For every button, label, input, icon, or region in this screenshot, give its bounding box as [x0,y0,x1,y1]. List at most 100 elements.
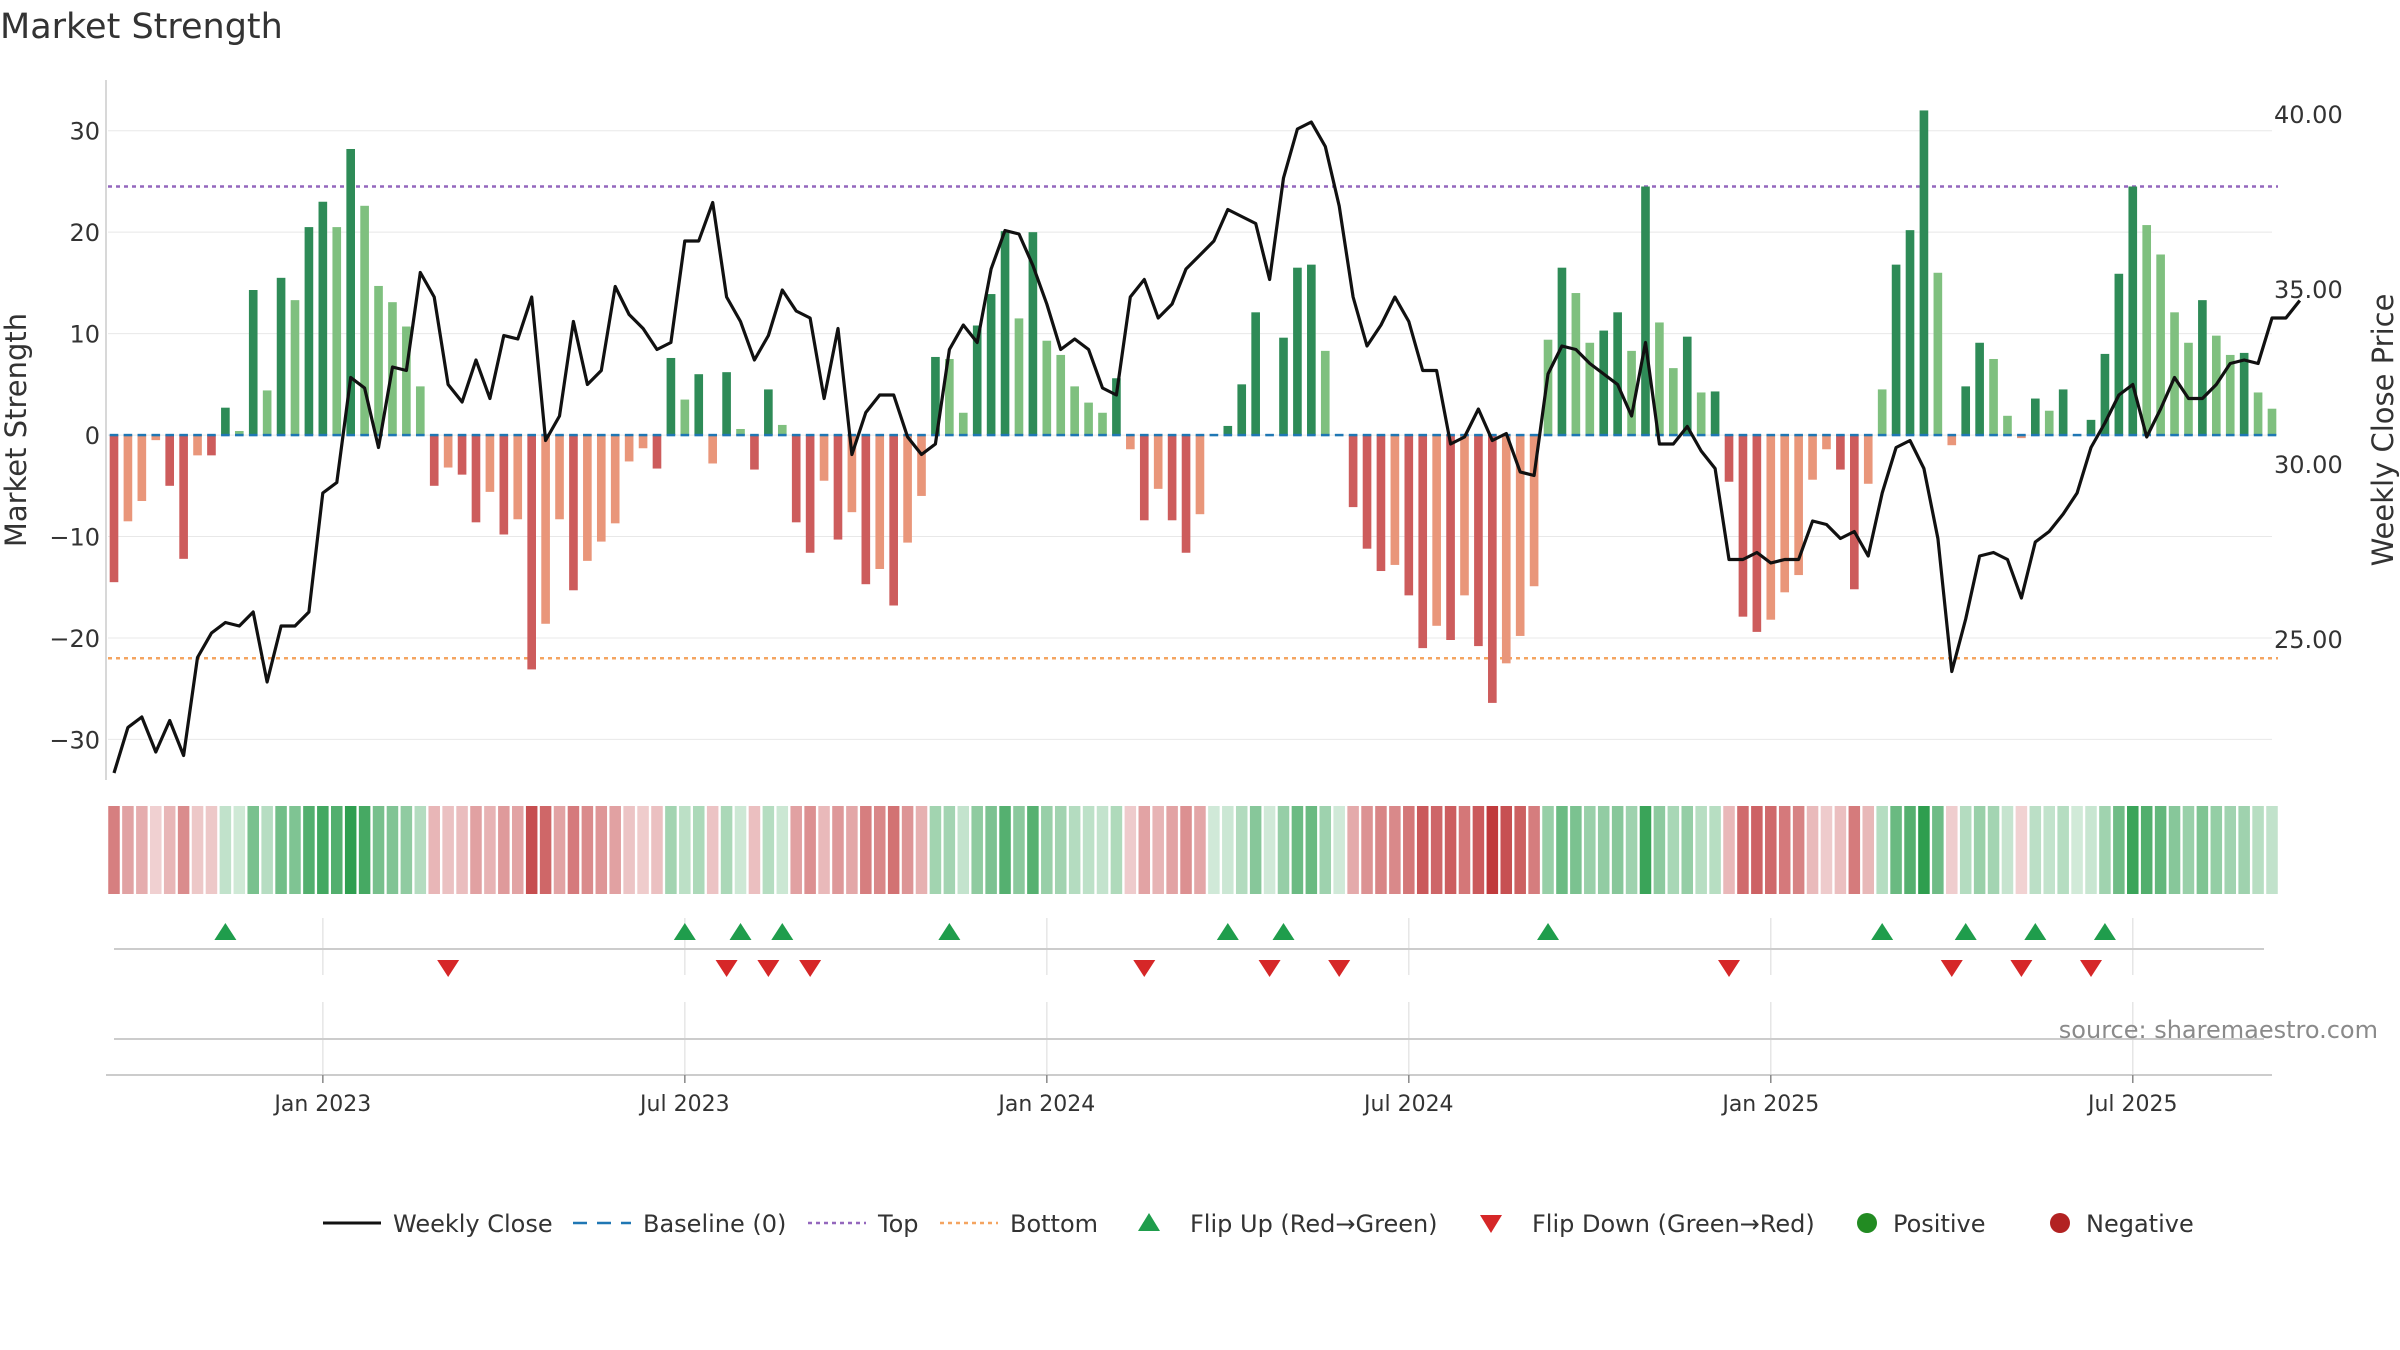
strength-bar [290,300,300,436]
flip-up-marker [1537,923,1560,940]
strength-bar [764,389,773,436]
strength-bar [931,356,940,436]
flip-down-marker [1133,960,1156,977]
heat-cell [804,806,816,894]
strength-bar [861,435,871,585]
heat-cell [1556,806,1568,894]
heat-cell [581,806,594,894]
strength-bar [207,435,216,456]
flip-down-marker [715,960,738,977]
strength-bar [221,407,230,436]
heat-cell [832,806,844,894]
heat-cell [999,806,1011,894]
heat-cell [2085,806,2097,894]
heat-cell [1904,806,1916,894]
heat-cell [637,806,649,894]
heat-cell [1249,806,1262,894]
heat-cell [776,806,789,894]
strength-bar [1446,435,1455,640]
legend-swatch-triangle-down [1480,1215,1502,1233]
strength-bar [583,435,592,561]
heat-cell [511,806,524,894]
strength-bar [958,412,968,436]
strength-bar [833,435,843,540]
legend-label: Flip Up (Red→Green) [1190,1210,1438,1238]
strength-bar [2086,419,2096,436]
heat-cell [1681,806,1694,894]
flip-down-marker [437,960,460,977]
x-axis-ticks: Jan 2023 Jul 2023 Jan 2024 Jul 2024 Jan 2025… [106,1074,2272,1117]
strength-bar [1696,392,1706,436]
heat-cell [1375,806,1387,894]
strength-bar [1084,402,1093,436]
strength-bar [1432,435,1441,626]
strength-bar [1404,435,1414,596]
heat-cell [1890,806,1902,894]
y-axis-left-label: Market Strength [0,313,33,547]
heat-cell [1500,806,1513,894]
strength-bar [1585,342,1595,436]
strength-bar [1293,267,1302,436]
strength-bar [1390,435,1400,565]
heat-cell [2182,806,2195,894]
heat-cell [985,806,997,894]
heat-cell [1639,806,1652,894]
heat-cell [1361,806,1373,894]
heat-cell [1987,806,2000,894]
legend-swatch-dot [2050,1213,2070,1233]
heat-cell [1444,806,1457,894]
heat-cell [247,806,259,894]
strength-bar [1557,267,1567,436]
strength-bar [1627,350,1636,436]
heat-cell [1695,806,1707,894]
heat-cell [1458,806,1471,894]
heat-cell [1709,806,1721,894]
strength-heat-strip [108,806,2278,894]
heat-cell [2168,806,2181,894]
heat-cell [762,806,775,894]
y-tick-left-label: −20 [49,625,100,653]
heat-cell [943,806,956,894]
strength-bar [750,435,759,470]
strength-bar [610,435,620,524]
strength-bar [499,435,509,535]
heat-cell [1166,806,1178,894]
heat-cell [275,806,287,894]
strength-bar [555,435,564,520]
strength-bar [193,435,202,456]
heat-cell [2071,806,2083,894]
flip-down-marker [1718,960,1741,977]
x-tick-label: Jan 2024 [996,1092,1095,1117]
strength-bar [1780,435,1790,593]
heat-cell [2015,806,2028,894]
legend-item: Positive [1857,1210,1986,1238]
strength-bar [1223,425,1233,436]
heat-cell [1542,806,1554,894]
strength-bar [1126,435,1135,450]
strength-bar [471,435,481,523]
heat-cell [1876,806,1888,894]
strength-bar [596,435,606,542]
heat-cell [539,806,552,894]
legend-swatch-dot [1857,1213,1877,1233]
strength-bar [1989,358,1998,436]
legend-item: Bottom [940,1210,1098,1238]
heat-cell [261,806,273,894]
strength-bar [248,290,258,436]
flip-up-marker [673,923,696,940]
strength-bar [109,435,119,583]
strength-bar [2128,186,2138,436]
heat-cell [470,806,482,894]
strength-bar [415,386,425,436]
heat-cell [1222,806,1234,894]
legend-item: Top [808,1210,919,1238]
strength-bar [1028,232,1038,436]
heat-cell [163,806,176,894]
strength-bar [2184,342,2193,436]
strength-bar [1139,435,1149,521]
strength-bar [1933,272,1943,436]
heat-cell [150,806,162,894]
strength-bar [1543,339,1553,436]
heat-cell [1946,806,1958,894]
heat-cell [1152,806,1164,894]
